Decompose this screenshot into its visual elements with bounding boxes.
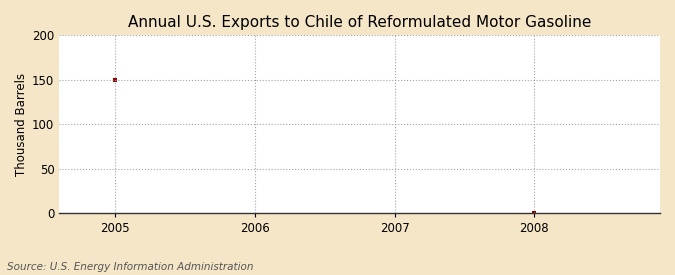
Title: Annual U.S. Exports to Chile of Reformulated Motor Gasoline: Annual U.S. Exports to Chile of Reformul… [128,15,591,30]
Text: Source: U.S. Energy Information Administration: Source: U.S. Energy Information Administ… [7,262,253,272]
Y-axis label: Thousand Barrels: Thousand Barrels [15,73,28,176]
